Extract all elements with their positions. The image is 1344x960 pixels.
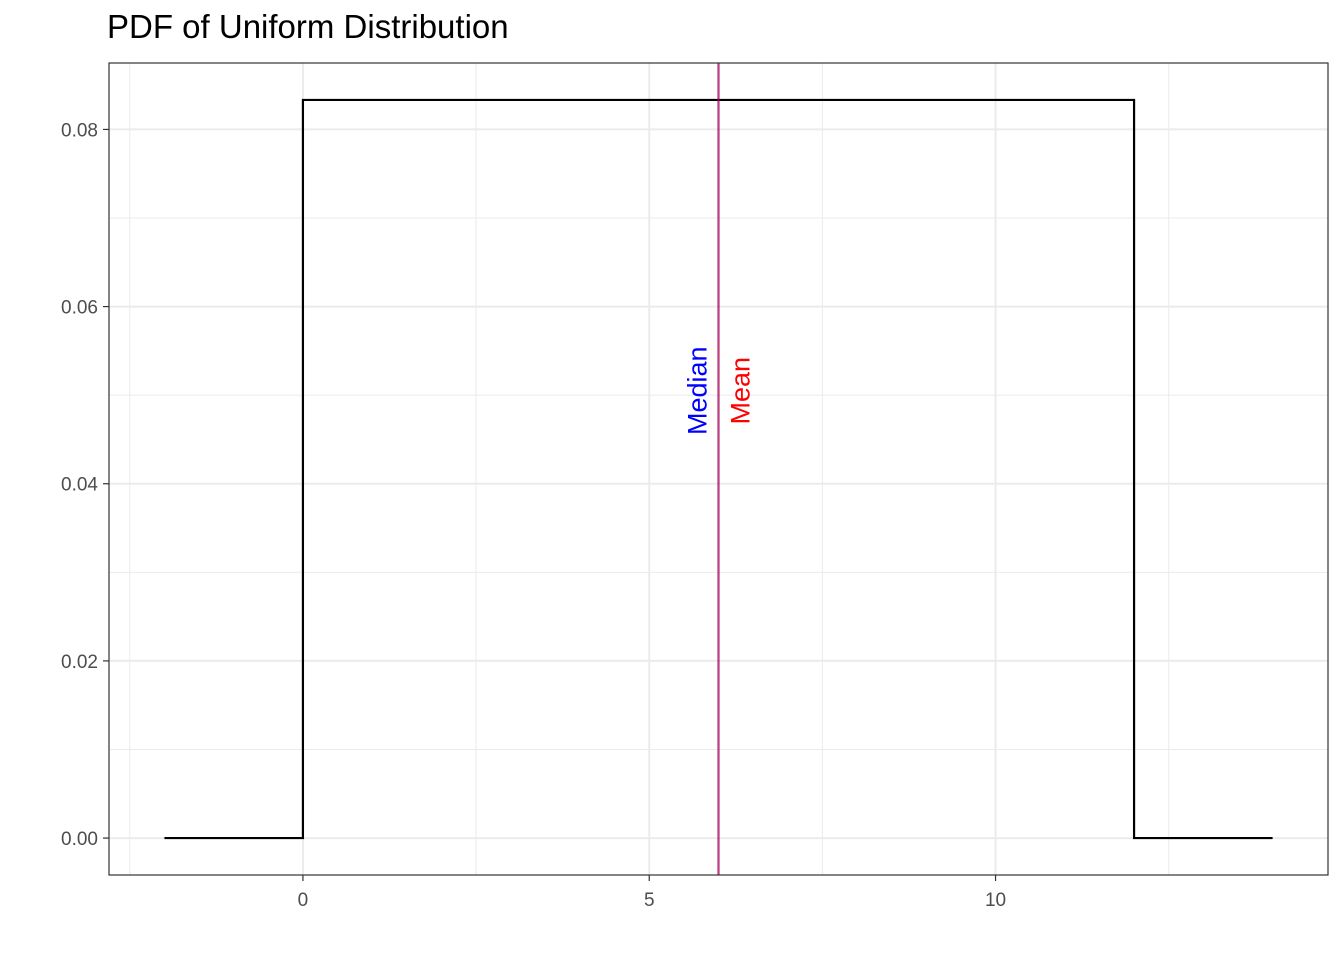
axis-ticks <box>103 128 997 881</box>
y-tick-label: 0.00 <box>61 829 98 850</box>
x-tick-label: 5 <box>644 890 655 911</box>
chart-title: PDF of Uniform Distribution <box>107 8 509 45</box>
mean-label: Mean <box>726 357 756 425</box>
median-label: Median <box>683 346 713 435</box>
axis-tick-labels: 0 5 10 0.00 0.02 0.04 0.06 0.08 <box>61 120 1006 911</box>
panel-border <box>108 62 1329 876</box>
y-tick-label: 0.02 <box>61 652 98 673</box>
y-tick-label: 0.06 <box>61 298 98 319</box>
annotation-layer: Median Mean <box>683 346 756 435</box>
x-tick-label: 10 <box>985 890 1006 911</box>
x-tick-label: 0 <box>298 890 309 911</box>
y-tick-label: 0.08 <box>61 120 98 141</box>
y-tick-label: 0.04 <box>61 475 98 496</box>
